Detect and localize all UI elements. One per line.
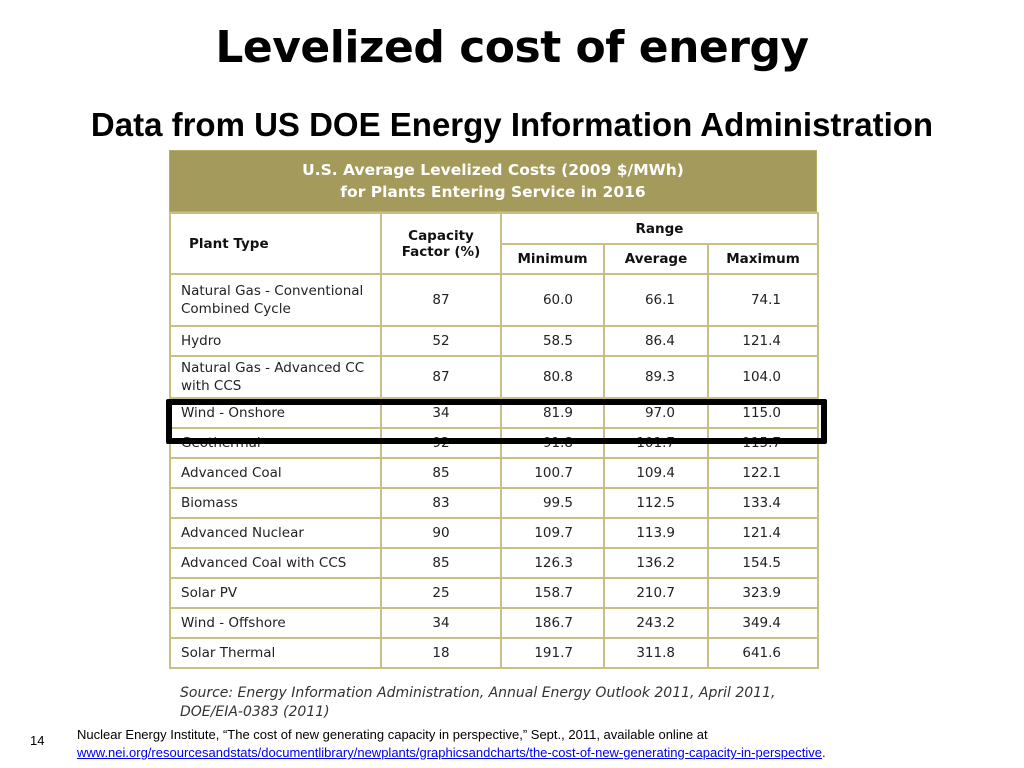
table-row: Solar PV 25 158.7 210.7 323.9 — [169, 577, 820, 609]
slide-number: 14 — [30, 733, 45, 748]
plant-type-cell: Advanced Nuclear — [169, 517, 382, 549]
minimum-cell: 126.3 — [500, 547, 605, 579]
minimum-cell: 191.7 — [500, 637, 605, 669]
table-row: Hydro 52 58.5 86.4 121.4 — [169, 325, 820, 357]
citation-trailing: . — [821, 745, 826, 760]
capacity-factor-cell: 87 — [380, 273, 502, 327]
plant-type-cell: Solar Thermal — [169, 637, 382, 669]
maximum-cell: 154.5 — [706, 547, 820, 579]
capacity-factor-cell: 90 — [380, 517, 502, 549]
maximum-cell: 323.9 — [706, 577, 820, 609]
table-row: Advanced Coal with CCS 85 126.3 136.2 154.5 — [169, 547, 820, 579]
col-header-range: Range — [499, 212, 820, 245]
table-source-note: Source: Energy Information Administratio… — [180, 684, 820, 722]
maximum-cell: 133.4 — [706, 487, 820, 519]
maximum-cell: 104.0 — [706, 355, 820, 399]
citation: Nuclear Energy Institute, “The cost of n… — [77, 726, 1017, 762]
plant-type-cell: Natural Gas - Conventional Combined Cycl… — [169, 273, 382, 327]
minimum-cell: 186.7 — [500, 607, 605, 639]
plant-type-cell: Solar PV — [169, 577, 382, 609]
capacity-factor-cell: 87 — [380, 355, 502, 399]
maximum-cell: 74.1 — [706, 273, 820, 327]
table-row: Wind - Offshore 34 186.7 243.2 349.4 — [169, 607, 820, 639]
minimum-cell: 80.8 — [500, 355, 605, 399]
average-cell: 136.2 — [603, 547, 709, 579]
average-cell: 109.4 — [603, 457, 709, 489]
capacity-factor-cell: 18 — [380, 637, 502, 669]
average-cell: 243.2 — [603, 607, 709, 639]
cost-table: Plant Type Capacity Factor (%) Range Min… — [169, 212, 820, 669]
table-header-banner: U.S. Average Levelized Costs (2009 $/MWh… — [169, 150, 817, 212]
average-cell: 311.8 — [603, 637, 709, 669]
slide-title: Levelized cost of energy — [215, 22, 809, 73]
slide-subtitle: Data from US DOE Energy Information Admi… — [90, 106, 934, 143]
minimum-cell: 58.5 — [500, 325, 605, 357]
average-cell: 86.4 — [603, 325, 709, 357]
col-header-maximum: Maximum — [706, 243, 820, 275]
table-row: Advanced Nuclear 90 109.7 113.9 121.4 — [169, 517, 820, 549]
citation-link[interactable]: www.nei.org/resourcesandstats/documentli… — [77, 745, 822, 760]
table-header-line2: for Plants Entering Service in 2016 — [340, 183, 646, 201]
levelized-cost-table: U.S. Average Levelized Costs (2009 $/MWh… — [169, 150, 820, 669]
col-header-plant-type: Plant Type — [169, 212, 382, 275]
table-row: Advanced Coal 85 100.7 109.4 122.1 — [169, 457, 820, 489]
maximum-cell: 122.1 — [706, 457, 820, 489]
col-header-capacity-factor: Capacity Factor (%) — [380, 212, 502, 275]
maximum-cell: 641.6 — [706, 637, 820, 669]
average-cell: 112.5 — [603, 487, 709, 519]
citation-text: Nuclear Energy Institute, “The cost of n… — [77, 727, 708, 742]
capacity-factor-cell: 85 — [380, 457, 502, 489]
table-header-line1: U.S. Average Levelized Costs (2009 $/MWh… — [302, 161, 684, 179]
minimum-cell: 100.7 — [500, 457, 605, 489]
col-header-average: Average — [603, 243, 709, 275]
highlight-box-wind-onshore — [166, 399, 827, 444]
minimum-cell: 158.7 — [500, 577, 605, 609]
maximum-cell: 121.4 — [706, 517, 820, 549]
plant-type-cell: Advanced Coal — [169, 457, 382, 489]
average-cell: 89.3 — [603, 355, 709, 399]
plant-type-cell: Wind - Offshore — [169, 607, 382, 639]
maximum-cell: 349.4 — [706, 607, 820, 639]
plant-type-cell: Biomass — [169, 487, 382, 519]
average-cell: 210.7 — [603, 577, 709, 609]
minimum-cell: 109.7 — [500, 517, 605, 549]
capacity-factor-cell: 25 — [380, 577, 502, 609]
capacity-factor-cell: 83 — [380, 487, 502, 519]
source-line2: DOE/EIA-0383 (2011) — [180, 704, 330, 720]
table-row: Biomass 83 99.5 112.5 133.4 — [169, 487, 820, 519]
capacity-factor-cell: 34 — [380, 607, 502, 639]
plant-type-cell: Hydro — [169, 325, 382, 357]
minimum-cell: 99.5 — [500, 487, 605, 519]
source-line1: Source: Energy Information Administratio… — [180, 685, 776, 701]
table-row: Natural Gas - Advanced CC with CCS 87 80.8… — [169, 355, 820, 399]
table-body: Natural Gas - Conventional Combined Cycl… — [169, 273, 820, 669]
capacity-factor-cell: 85 — [380, 547, 502, 579]
plant-type-cell: Natural Gas - Advanced CC with CCS — [169, 355, 382, 399]
table-row: Solar Thermal 18 191.7 311.8 641.6 — [169, 637, 820, 669]
capacity-factor-cell: 52 — [380, 325, 502, 357]
average-cell: 66.1 — [603, 273, 709, 327]
minimum-cell: 60.0 — [500, 273, 605, 327]
plant-type-cell: Advanced Coal with CCS — [169, 547, 382, 579]
maximum-cell: 121.4 — [706, 325, 820, 357]
table-row: Natural Gas - Conventional Combined Cycl… — [169, 273, 820, 327]
col-header-minimum: Minimum — [500, 243, 605, 275]
average-cell: 113.9 — [603, 517, 709, 549]
